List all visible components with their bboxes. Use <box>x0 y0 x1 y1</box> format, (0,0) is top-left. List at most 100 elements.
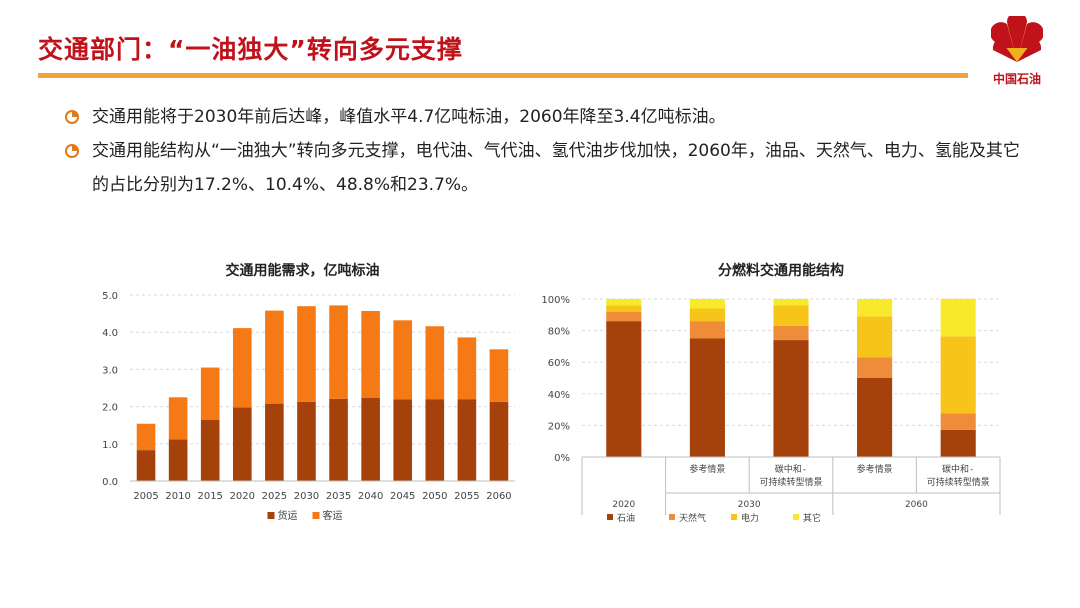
page-title: 交通部门：“一油独大”转向多元支撑 <box>38 35 463 64</box>
chart-title: 交通用能需求，亿吨标油 <box>226 262 380 279</box>
bar-segment-passenger <box>265 310 284 404</box>
bar-segment-freight <box>200 419 220 481</box>
x-tick-label: 碳中和- <box>775 463 807 475</box>
y-tick-label: 60% <box>548 358 570 369</box>
bar-segment-freight <box>457 399 477 481</box>
bar-segment-gas <box>606 311 642 322</box>
bar-segment-oil <box>773 340 809 457</box>
bar-segment-freight <box>265 403 284 481</box>
bar-segment-passenger <box>489 349 509 402</box>
bar-segment-oil <box>857 378 893 457</box>
bar-segment-passenger <box>329 305 348 399</box>
bar-segment-oil <box>940 429 976 457</box>
legend-swatch <box>793 514 799 520</box>
y-tick-label: 4.0 <box>102 328 118 339</box>
legend-label: 客运 <box>323 509 343 522</box>
x-tick-label: 可持续转型情景 <box>927 476 990 488</box>
bar-segment-freight <box>425 399 445 481</box>
y-tick-label: 3.0 <box>102 365 118 376</box>
x-tick-label: 碳中和- <box>942 463 974 475</box>
y-tick-label: 5.0 <box>102 291 118 302</box>
y-tick-label: 100% <box>541 295 570 306</box>
y-tick-label: 0% <box>554 453 570 464</box>
bar-segment-gas <box>689 321 725 339</box>
bullet-icon <box>65 110 79 124</box>
company-logo: 中国石油 <box>985 16 1049 87</box>
bar-segment-freight <box>168 439 188 481</box>
bar-segment-passenger <box>425 326 445 400</box>
bullet-icon <box>65 144 79 158</box>
x-tick-label: 参考情景 <box>689 463 725 475</box>
bullet-list: 交通用能将于2030年前后达峰，峰值水平4.7亿吨标油，2060年降至3.4亿吨… <box>64 100 1024 202</box>
x-tick-label: 2010 <box>165 491 190 502</box>
bullet-text: 交通用能结构从“一油独大”转向多元支撑，电代油、气代油、氢代油步伐加快，2060… <box>92 141 1020 195</box>
bar-segment-freight <box>489 401 509 481</box>
bar-segment-gas <box>773 325 809 341</box>
legend-label: 天然气 <box>679 512 706 524</box>
legend-swatch <box>312 512 320 519</box>
bar-segment-passenger <box>393 320 413 400</box>
x-tick-label: 2025 <box>262 491 287 502</box>
legend-label: 电力 <box>741 512 759 524</box>
chart-svg: 交通用能需求，亿吨标油 0.0 1.0 2.0 3.0 4.0 5.0 2005 2010 201… <box>102 262 515 522</box>
bar-segment-power <box>940 336 976 414</box>
x-tick-label: 2005 <box>133 491 158 502</box>
bar-segment-power <box>689 308 725 322</box>
petal-emblem-icon <box>991 16 1043 62</box>
legend-label: 货运 <box>278 509 298 522</box>
bar-segment-oil <box>606 321 642 457</box>
legend-swatch <box>607 514 613 520</box>
bar-segment-passenger <box>297 306 316 402</box>
x-tick-label: 2030 <box>294 491 319 502</box>
legend-label: 石油 <box>617 512 635 524</box>
group-label: 2030 <box>738 500 761 510</box>
y-tick-label: 40% <box>548 390 570 401</box>
bar-segment-other <box>606 299 642 306</box>
bar-segment-power <box>857 316 893 358</box>
bar-segment-oil <box>689 338 725 457</box>
legend-swatch <box>669 514 675 520</box>
fuel-structure-chart: 分燃料交通用能结构 0% 20% 40% 60% 80% 100% 参考情景 碳中和- 可持续转型… <box>540 255 1010 535</box>
bar-segment-passenger <box>136 423 156 451</box>
y-tick-label: 80% <box>548 327 570 338</box>
bar-segment-passenger <box>232 328 252 408</box>
x-tick-label: 可持续转型情景 <box>759 476 822 488</box>
x-tick-label: 2035 <box>326 491 351 502</box>
bar-segment-gas <box>857 357 893 378</box>
x-tick-label: 2015 <box>197 491 222 502</box>
x-tick-label: 2020 <box>230 491 255 502</box>
x-tick-label: 参考情景 <box>857 463 893 475</box>
bar-segment-gas <box>940 413 976 430</box>
bar-segment-other <box>940 298 976 337</box>
bullet-text: 交通用能将于2030年前后达峰，峰值水平4.7亿吨标油，2060年降至3.4亿吨… <box>92 107 726 127</box>
x-tick-label: 2050 <box>422 491 447 502</box>
legend-swatch <box>267 512 275 519</box>
x-tick-label: 2040 <box>358 491 383 502</box>
bullet-item: 交通用能结构从“一油独大”转向多元支撑，电代油、气代油、氢代油步伐加快，2060… <box>64 134 1024 202</box>
bar-segment-freight <box>361 397 380 481</box>
chart-title: 分燃料交通用能结构 <box>718 262 844 279</box>
bar-segment-passenger <box>200 367 220 420</box>
bar-segment-freight <box>232 407 252 481</box>
bar-segment-freight <box>329 398 348 481</box>
bar-segment-freight <box>393 399 413 481</box>
bar-segment-other <box>773 299 809 306</box>
y-tick-label: 2.0 <box>102 403 118 414</box>
bar-segment-passenger <box>361 310 380 398</box>
bar-segment-freight <box>297 401 316 481</box>
bar-segment-power <box>606 305 642 312</box>
bar-segment-power <box>773 305 809 326</box>
legend-label: 其它 <box>803 512 821 524</box>
group-label: 2060 <box>905 500 928 510</box>
y-tick-label: 20% <box>548 421 570 432</box>
bullet-item: 交通用能将于2030年前后达峰，峰值水平4.7亿吨标油，2060年降至3.4亿吨… <box>64 100 1024 134</box>
title-underline <box>38 73 968 78</box>
legend-swatch <box>731 514 737 520</box>
transport-energy-demand-chart: 交通用能需求，亿吨标油 0.0 1.0 2.0 3.0 4.0 5.0 2005 2010 201… <box>80 255 530 535</box>
bar-segment-passenger <box>168 397 188 440</box>
x-tick-label: 2055 <box>454 491 479 502</box>
bar-segment-passenger <box>457 337 477 400</box>
y-tick-label: 0.0 <box>102 477 118 488</box>
bar-segment-other <box>689 299 725 309</box>
